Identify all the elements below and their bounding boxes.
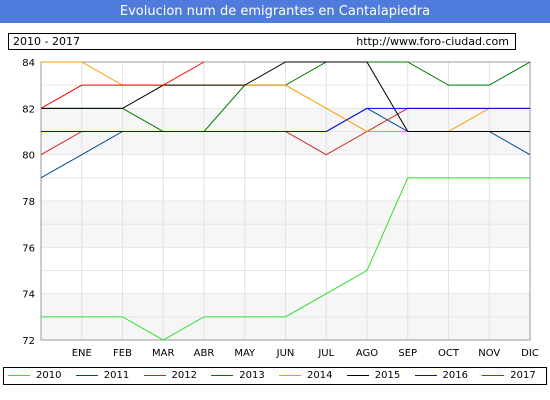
legend-item-2011: 2011 <box>75 368 130 384</box>
series-line-2015 <box>41 61 530 132</box>
x-tick-label: JUL <box>317 348 334 359</box>
x-tick-label: OCT <box>438 348 460 359</box>
legend-label: 2017 <box>510 370 536 381</box>
legend-label: 2014 <box>307 370 333 381</box>
series-line-2010 <box>41 177 530 341</box>
legend-item-2013: 2013 <box>211 368 265 384</box>
x-tick-label: MAY <box>234 348 256 359</box>
x-tick-label: DIC <box>521 348 539 359</box>
legend-swatch <box>211 374 234 376</box>
info-box: 2010 - 2017 http://www.foro-ciudad.com <box>8 33 516 50</box>
legend-label: 2015 <box>374 370 401 381</box>
legend-item-2012: 2012 <box>143 368 197 384</box>
legend-swatch <box>279 374 301 376</box>
x-tick-label: ABR <box>194 348 215 359</box>
legend-label: 2011 <box>103 370 130 381</box>
x-tick-label: MAR <box>152 348 174 359</box>
y-tick-label: 78 <box>22 197 35 208</box>
series-line-2017 <box>40 61 205 109</box>
chart-title: Evolucion num de emigrantes en Cantalapi… <box>0 0 550 23</box>
x-tick-label: AGO <box>356 348 378 359</box>
legend-label: 2012 <box>171 370 197 381</box>
x-tick-label: NOV <box>478 348 500 359</box>
legend-swatch <box>482 374 505 376</box>
y-tick-label: 74 <box>22 290 35 301</box>
y-tick-label: 82 <box>22 104 35 115</box>
chart-legend: 2010 2011 2012 2013 2014 2015 2016 2017 <box>3 367 547 385</box>
legend-swatch <box>414 374 437 376</box>
legend-swatch <box>8 374 30 376</box>
x-tick-label: JUN <box>276 348 295 359</box>
legend-item-2014: 2014 <box>279 368 332 384</box>
y-tick-label: 84 <box>22 58 35 69</box>
legend-label: 2013 <box>239 370 265 381</box>
legend-swatch <box>346 374 369 376</box>
legend-swatch <box>75 374 98 376</box>
legend-item-2015: 2015 <box>346 368 401 384</box>
x-tick-label: SEP <box>398 348 417 359</box>
x-tick-label: FEB <box>113 348 132 359</box>
legend-item-2017: 2017 <box>482 368 536 384</box>
series-line-2016 <box>41 107 530 132</box>
legend-label: 2010 <box>36 370 62 381</box>
y-tick-label: 72 <box>22 336 35 347</box>
x-tick-label: ENE <box>72 348 92 359</box>
legend-item-2010: 2010 <box>8 368 61 384</box>
year-range: 2010 - 2017 <box>13 35 80 48</box>
y-tick-label: 80 <box>22 151 35 162</box>
legend-label: 2016 <box>442 370 468 381</box>
legend-item-2016: 2016 <box>414 368 468 384</box>
legend-swatch <box>143 374 166 376</box>
y-tick-label: 76 <box>22 243 35 254</box>
site-url[interactable]: http://www.foro-ciudad.com <box>356 35 509 48</box>
